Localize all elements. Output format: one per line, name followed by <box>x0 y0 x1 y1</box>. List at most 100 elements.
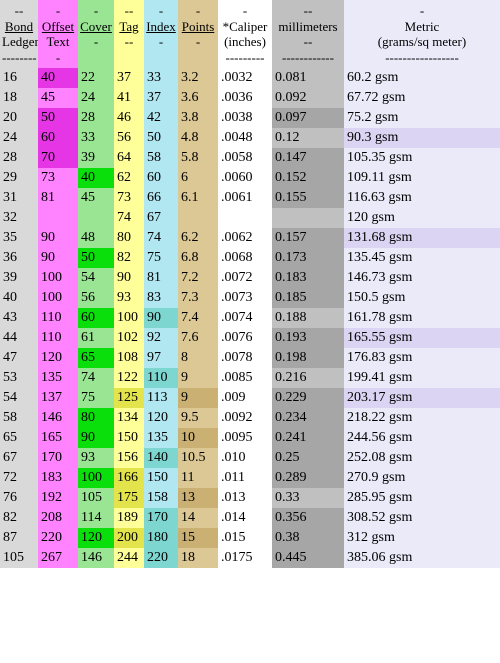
header-cover: -Cover- <box>78 0 114 68</box>
table-row: 7218310016615011.0110.289270.9 gsm <box>0 468 500 488</box>
cell-points: 9.5 <box>178 408 218 428</box>
table-row: 58146801341209.5.00920.234218.22 gsm <box>0 408 500 428</box>
cell-mm: 0.147 <box>272 148 344 168</box>
cell-tag: 74 <box>114 208 144 228</box>
cell-offset: 208 <box>38 508 78 528</box>
cell-index: 120 <box>144 408 178 428</box>
cell-tag: 150 <box>114 428 144 448</box>
table-row: 16402237333.2.00320.08160.2 gsm <box>0 68 500 88</box>
cell-offset: 70 <box>38 148 78 168</box>
cell-caliper: .0076 <box>218 328 272 348</box>
cell-metric: 150.5 gsm <box>344 288 500 308</box>
cell-bond: 82 <box>0 508 38 528</box>
cell-tag: 125 <box>114 388 144 408</box>
table-row: 4311060100907.4.00740.188161.78 gsm <box>0 308 500 328</box>
paper-weight-table: --BondLedger---------OffsetText--Cover--… <box>0 0 500 568</box>
cell-index: 170 <box>144 508 178 528</box>
cell-tag: 64 <box>114 148 144 168</box>
cell-metric: 176.83 gsm <box>344 348 500 368</box>
cell-index: 140 <box>144 448 178 468</box>
cell-points: 7.4 <box>178 308 218 328</box>
cell-points: 6 <box>178 168 218 188</box>
cell-mm: 0.216 <box>272 368 344 388</box>
cell-bond: 53 <box>0 368 38 388</box>
cell-index: 33 <box>144 68 178 88</box>
cell-metric: 308.52 gsm <box>344 508 500 528</box>
cell-metric: 135.45 gsm <box>344 248 500 268</box>
cell-index: 97 <box>144 348 178 368</box>
cell-points: 18 <box>178 548 218 568</box>
cell-mm: 0.25 <box>272 448 344 468</box>
table-row: 31814573666.1.00610.155116.63 gsm <box>0 188 500 208</box>
cell-tag: 82 <box>114 248 144 268</box>
cell-offset: 90 <box>38 248 78 268</box>
cell-bond: 47 <box>0 348 38 368</box>
cell-mm: 0.241 <box>272 428 344 448</box>
cell-index: 90 <box>144 308 178 328</box>
cell-offset: 40 <box>38 68 78 88</box>
cell-tag: 80 <box>114 228 144 248</box>
cell-caliper: .0062 <box>218 228 272 248</box>
cell-offset: 90 <box>38 228 78 248</box>
cell-index: 81 <box>144 268 178 288</box>
cell-caliper: .014 <box>218 508 272 528</box>
cell-index: 158 <box>144 488 178 508</box>
cell-cover: 105 <box>78 488 114 508</box>
cell-offset: 81 <box>38 188 78 208</box>
cell-cover: 114 <box>78 508 114 528</box>
cell-points: 3.6 <box>178 88 218 108</box>
cell-metric: 105.35 gsm <box>344 148 500 168</box>
cell-points: 6.2 <box>178 228 218 248</box>
cell-cover: 93 <box>78 448 114 468</box>
header-caliper: -*Caliper(inches)--------- <box>218 0 272 68</box>
cell-cover: 74 <box>78 368 114 388</box>
cell-index: 37 <box>144 88 178 108</box>
cell-metric: 161.78 gsm <box>344 308 500 328</box>
cell-metric: 75.2 gsm <box>344 108 500 128</box>
cell-cover: 65 <box>78 348 114 368</box>
cell-offset: 60 <box>38 128 78 148</box>
cell-offset: 220 <box>38 528 78 548</box>
cell-points: 13 <box>178 488 218 508</box>
cell-metric: 199.41 gsm <box>344 368 500 388</box>
table-row: 7619210517515813.0130.33285.95 gsm <box>0 488 500 508</box>
cell-offset: 100 <box>38 288 78 308</box>
cell-points: 10 <box>178 428 218 448</box>
table-row: 29734062606.00600.152109.11 gsm <box>0 168 500 188</box>
table-row: 36905082756.8.00680.173135.45 gsm <box>0 248 500 268</box>
table-row: 20502846423.8.00380.09775.2 gsm <box>0 108 500 128</box>
cell-mm: 0.198 <box>272 348 344 368</box>
header-mm: --millimeters-------------- <box>272 0 344 68</box>
cell-offset <box>38 208 78 228</box>
cell-caliper: .009 <box>218 388 272 408</box>
cell-points: 10.5 <box>178 448 218 468</box>
cell-metric: 270.9 gsm <box>344 468 500 488</box>
cell-caliper: .010 <box>218 448 272 468</box>
cell-mm: 0.157 <box>272 228 344 248</box>
cell-tag: 73 <box>114 188 144 208</box>
cell-offset: 100 <box>38 268 78 288</box>
cell-offset: 267 <box>38 548 78 568</box>
cell-cover: 100 <box>78 468 114 488</box>
cell-offset: 137 <box>38 388 78 408</box>
cell-bond: 44 <box>0 328 38 348</box>
cell-bond: 31 <box>0 188 38 208</box>
cell-metric: 109.11 gsm <box>344 168 500 188</box>
cell-metric: 60.2 gsm <box>344 68 500 88</box>
cell-points: 7.2 <box>178 268 218 288</box>
cell-index: 83 <box>144 288 178 308</box>
cell-points: 15 <box>178 528 218 548</box>
table-row: 54137751251139.0090.229203.17 gsm <box>0 388 500 408</box>
cell-mm: 0.445 <box>272 548 344 568</box>
table-row: 8220811418917014.0140.356308.52 gsm <box>0 508 500 528</box>
cell-offset: 135 <box>38 368 78 388</box>
cell-caliper: .013 <box>218 488 272 508</box>
cell-tag: 156 <box>114 448 144 468</box>
cell-tag: 56 <box>114 128 144 148</box>
cell-index: 135 <box>144 428 178 448</box>
cell-metric: 218.22 gsm <box>344 408 500 428</box>
cell-mm: 0.38 <box>272 528 344 548</box>
cell-mm: 0.081 <box>272 68 344 88</box>
table-row: 8722012020018015.0150.38312 gsm <box>0 528 500 548</box>
cell-cover: 60 <box>78 308 114 328</box>
